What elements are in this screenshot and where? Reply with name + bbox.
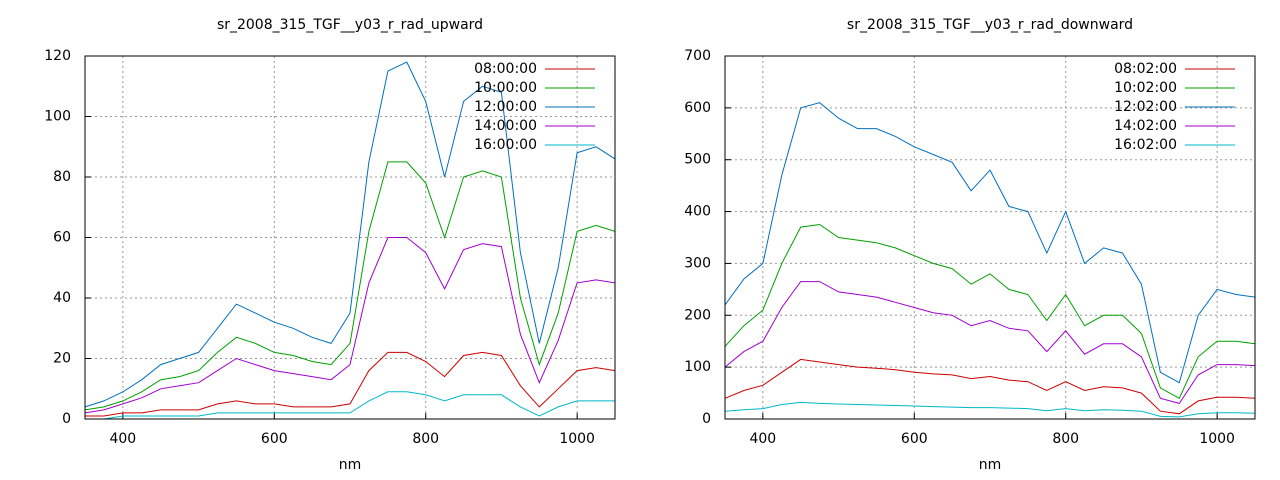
legend-label: 14:02:00 [1114, 118, 1177, 134]
x-tick-label: 400 [749, 431, 776, 447]
y-tick-label: 500 [684, 152, 711, 168]
series-line [85, 391, 615, 420]
x-tick-label: 600 [901, 431, 928, 447]
legend-label: 14:00:00 [474, 118, 537, 134]
legend-label: 10:02:00 [1114, 80, 1177, 96]
legend-label: 16:00:00 [474, 137, 537, 153]
legend-label: 16:02:00 [1114, 137, 1177, 153]
legend-label: 12:02:00 [1114, 99, 1177, 115]
x-axis-label: nm [979, 457, 1002, 473]
y-tick-label: 400 [684, 204, 711, 220]
y-tick-label: 300 [684, 255, 711, 271]
y-tick-label: 200 [684, 307, 711, 323]
chart-title: sr_2008_315_TGF__y03_r_rad_upward [217, 17, 483, 33]
series-line [724, 223, 1256, 399]
series-line [85, 351, 616, 417]
legend-label: 08:00:00 [474, 61, 537, 77]
x-tick-label: 800 [412, 431, 439, 447]
plot-frame [84, 55, 616, 420]
legend-label: 12:00:00 [474, 99, 537, 115]
series-line [724, 401, 1256, 418]
x-tick-label: 1000 [1199, 431, 1235, 447]
legend-label: 08:02:00 [1114, 61, 1177, 77]
x-tick-label: 800 [1052, 431, 1079, 447]
series-line [84, 237, 616, 414]
y-tick-label: 80 [53, 169, 71, 185]
series-line [84, 161, 616, 411]
y-tick-label: 20 [53, 351, 71, 367]
y-tick-label: 700 [684, 48, 711, 64]
y-tick-label: 0 [702, 411, 711, 427]
legend-label: 10:00:00 [474, 80, 537, 96]
series-line [724, 358, 1256, 415]
series-line [84, 61, 616, 408]
x-tick-label: 1000 [559, 431, 595, 447]
y-tick-label: 60 [53, 230, 71, 246]
y-tick-label: 120 [44, 48, 71, 64]
y-tick-label: 100 [44, 109, 71, 125]
chart-title: sr_2008_315_TGF__y03_r_rad_downward [847, 17, 1133, 33]
x-tick-label: 400 [109, 431, 136, 447]
series-line [724, 281, 1256, 404]
series-line [724, 102, 1256, 384]
y-tick-label: 0 [62, 411, 71, 427]
x-tick-label: 600 [261, 431, 288, 447]
y-tick-label: 40 [53, 290, 71, 306]
plot-frame [724, 55, 1256, 420]
y-tick-label: 100 [684, 359, 711, 375]
x-axis-label: nm [339, 457, 362, 473]
y-tick-label: 600 [684, 100, 711, 116]
